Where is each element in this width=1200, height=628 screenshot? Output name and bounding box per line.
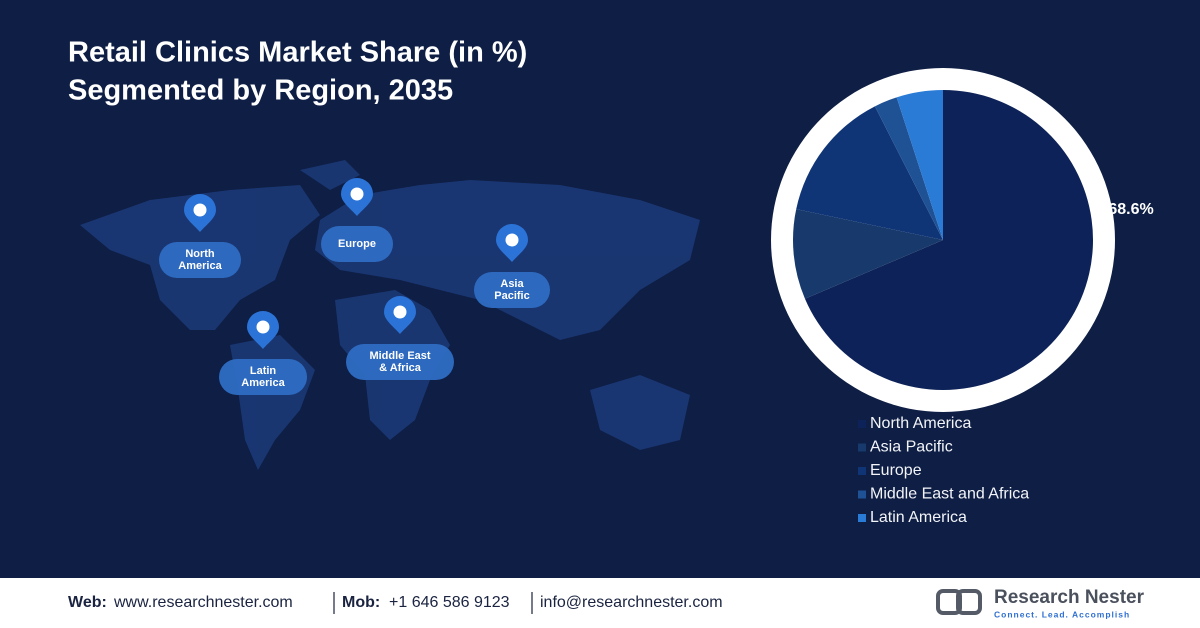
legend-label: North America — [870, 415, 971, 432]
map-pin-dot — [350, 187, 364, 201]
continent — [300, 160, 360, 190]
map-pin-dot — [193, 203, 207, 217]
legend-swatch — [858, 490, 866, 499]
map-label: Europe — [338, 238, 376, 250]
mob-label: Mob: — [342, 594, 380, 611]
legend-label: Europe — [870, 462, 922, 479]
legend-swatch — [858, 443, 866, 452]
map-label: America — [241, 377, 285, 389]
legend-label: Middle East and Africa — [870, 486, 1029, 503]
logo-icon — [956, 589, 982, 615]
pie: 68.6% — [793, 90, 1154, 390]
chart-title: Retail Clinics Market Share (in %) — [68, 37, 527, 69]
map-label: Pacific — [494, 290, 529, 302]
map-label: & Africa — [379, 362, 422, 374]
tagline: Connect. Lead. Accomplish — [994, 609, 1130, 619]
footer-bar — [0, 578, 1200, 628]
map-label-box — [474, 272, 550, 308]
map-label: Latin — [250, 365, 277, 377]
map-label: America — [178, 260, 222, 272]
continent — [590, 375, 690, 450]
map-label-box — [321, 226, 393, 262]
legend-swatch — [858, 420, 866, 428]
map-label: North — [185, 248, 215, 260]
pie-slice — [796, 106, 943, 240]
map-label: Asia — [500, 278, 524, 290]
legend-swatch — [858, 514, 866, 522]
pie-slice — [793, 209, 943, 299]
map-pin-dot — [505, 233, 519, 247]
map-label: Middle East — [369, 350, 430, 362]
legend-label: Latin America — [870, 509, 967, 526]
logo: Research Nester Connect. Lead. Accomplis… — [936, 587, 1145, 619]
legend-label: Asia Pacific — [870, 439, 953, 456]
web: www.researchnester.com — [113, 594, 293, 611]
email: info@researchnester.com — [540, 594, 723, 611]
map-label-box — [219, 359, 307, 395]
map-pin-dot — [256, 320, 270, 334]
pie-slice — [804, 90, 1093, 390]
pie-slice — [874, 97, 943, 240]
map-pin-dot — [393, 305, 407, 319]
pie-slice — [896, 90, 943, 240]
brand: Research Nester — [994, 587, 1145, 608]
mob: +1 646 586 9123 — [389, 594, 510, 611]
map-label-box — [346, 344, 454, 380]
chart-title: Segmented by Region, 2035 — [68, 75, 453, 107]
data-label: 68.6% — [1108, 201, 1153, 218]
continent — [315, 180, 700, 340]
web-label: Web: — [68, 594, 107, 611]
map-label-box — [159, 242, 241, 278]
legend-swatch — [858, 467, 866, 475]
